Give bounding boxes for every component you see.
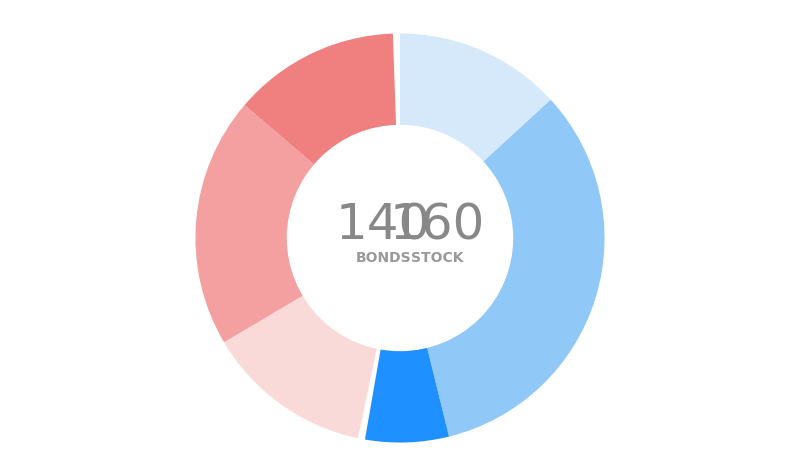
Circle shape: [287, 126, 513, 350]
Wedge shape: [427, 100, 605, 436]
Wedge shape: [224, 296, 377, 438]
Wedge shape: [245, 34, 396, 165]
Text: 160: 160: [389, 202, 485, 250]
Wedge shape: [365, 347, 449, 443]
Wedge shape: [195, 105, 314, 342]
Text: BONDS: BONDS: [356, 251, 411, 266]
Text: 140: 140: [336, 202, 431, 250]
Wedge shape: [400, 33, 550, 162]
Text: STOCK: STOCK: [410, 251, 463, 266]
